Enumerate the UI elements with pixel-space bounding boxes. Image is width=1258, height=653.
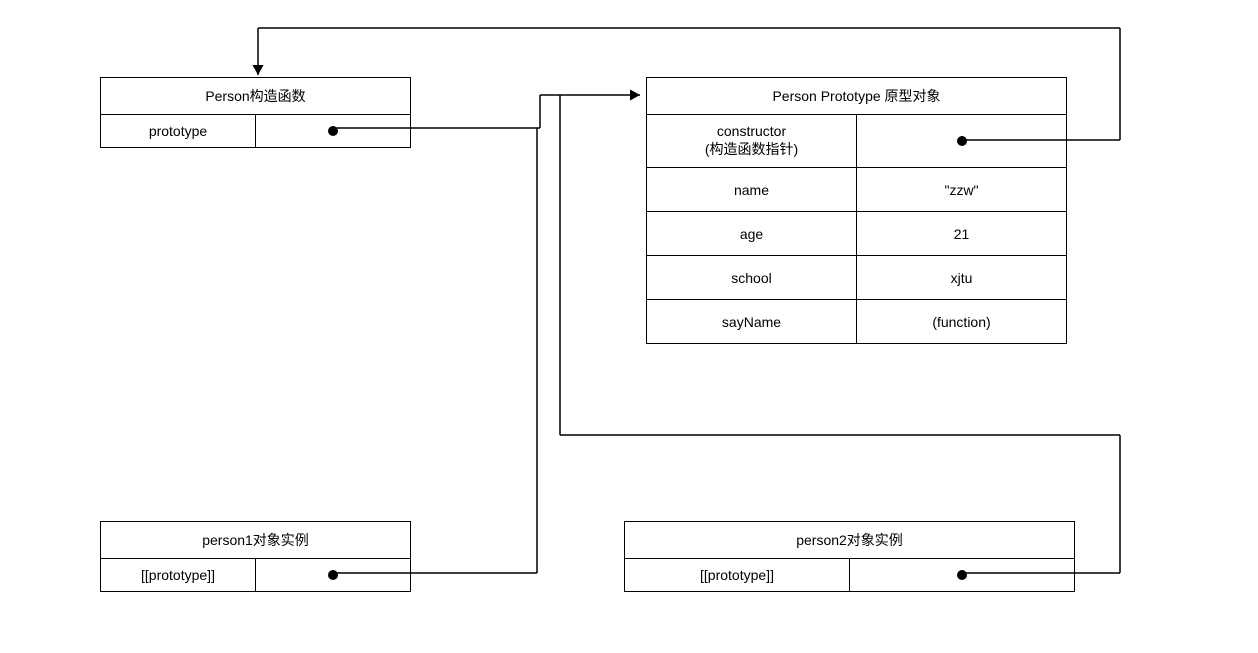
person2-proto-label: [[prototype]] <box>625 559 850 592</box>
prototype-row-value: xjtu <box>857 256 1067 300</box>
prototype-row-value: "zzw" <box>857 168 1067 212</box>
prototype-diagram: Person构造函数 prototype Person Prototype 原型… <box>0 0 1258 653</box>
constructor-box-title: Person构造函数 <box>101 78 411 115</box>
person1-proto-pointer <box>256 559 411 592</box>
prototype-row-value <box>857 115 1067 168</box>
prototype-row-label: constructor(构造函数指针) <box>647 115 857 168</box>
person1-box: person1对象实例 [[prototype]] <box>100 521 411 592</box>
person1-box-title: person1对象实例 <box>101 522 411 559</box>
prototype-row-label: age <box>647 212 857 256</box>
prototype-row-label: school <box>647 256 857 300</box>
prototype-row-label: name <box>647 168 857 212</box>
person2-box: person2对象实例 [[prototype]] <box>624 521 1075 592</box>
prototype-box: Person Prototype 原型对象 constructor(构造函数指针… <box>646 77 1067 344</box>
pointer-dot <box>957 570 967 580</box>
prototype-row-value: (function) <box>857 300 1067 344</box>
prototype-row-value: 21 <box>857 212 1067 256</box>
person2-box-title: person2对象实例 <box>625 522 1075 559</box>
person1-proto-label: [[prototype]] <box>101 559 256 592</box>
person2-proto-pointer <box>850 559 1075 592</box>
constructor-box: Person构造函数 prototype <box>100 77 411 148</box>
pointer-dot <box>957 136 967 146</box>
constructor-prototype-label: prototype <box>101 115 256 148</box>
pointer-dot <box>328 570 338 580</box>
constructor-prototype-pointer <box>256 115 411 148</box>
prototype-row-label: sayName <box>647 300 857 344</box>
prototype-box-title: Person Prototype 原型对象 <box>647 78 1067 115</box>
pointer-dot <box>328 126 338 136</box>
